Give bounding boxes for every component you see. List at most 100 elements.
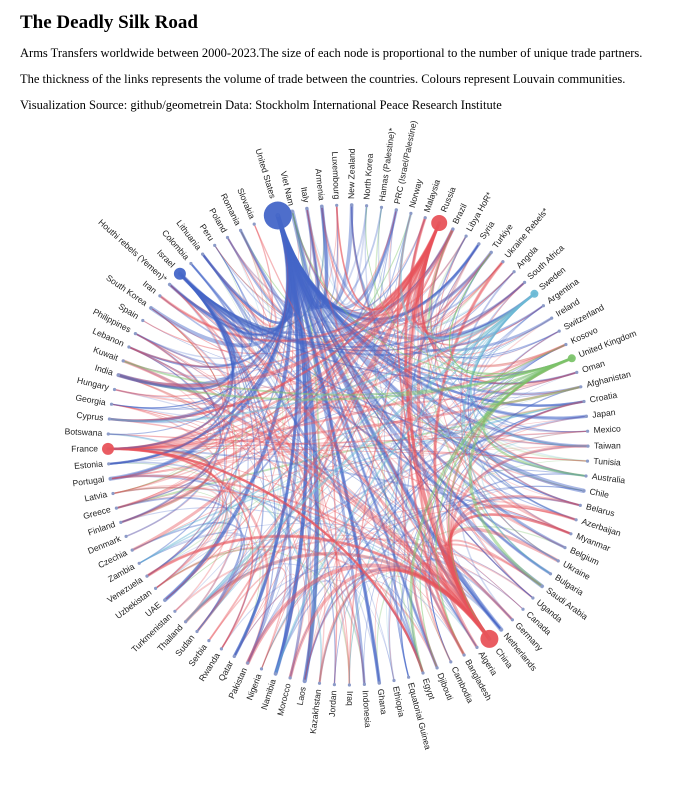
trade-link <box>429 558 502 648</box>
trade-link <box>138 293 536 565</box>
country-node <box>145 574 149 578</box>
country-node <box>582 489 586 493</box>
trade-link <box>481 430 589 549</box>
country-label: Portugal <box>72 474 105 488</box>
country-label: Latvia <box>83 489 108 503</box>
trade-link <box>116 445 589 509</box>
country-label: Viet Nam <box>279 170 297 207</box>
trade-link <box>276 214 439 670</box>
country-node <box>154 586 158 591</box>
trade-link <box>195 221 441 633</box>
trade-link <box>109 371 578 480</box>
trade-link <box>109 474 228 601</box>
country-label: Tunisia <box>593 456 621 468</box>
trade-link <box>404 221 455 318</box>
trade-link <box>320 205 536 339</box>
trade-link <box>275 203 354 309</box>
trade-link <box>145 534 491 641</box>
country-node <box>501 260 505 264</box>
country-node <box>569 532 573 536</box>
trade-link <box>117 374 491 640</box>
country-node <box>259 667 264 671</box>
country-node <box>462 653 466 657</box>
trade-link <box>291 210 467 317</box>
trade-link <box>275 213 504 632</box>
country-node <box>377 681 381 685</box>
country-node <box>575 370 579 374</box>
country-label: Kazakhstan <box>308 688 323 734</box>
trade-link <box>109 214 289 480</box>
trade-link <box>389 209 534 599</box>
country-label: Iran <box>141 279 159 296</box>
country-label: Indonesia <box>361 690 374 728</box>
country-node <box>320 204 324 208</box>
trade-link <box>291 210 321 682</box>
trade-link <box>421 222 578 385</box>
trade-link <box>335 204 441 311</box>
trade-link <box>131 521 246 633</box>
country-node <box>108 477 112 481</box>
country-label: North Korea <box>361 153 375 200</box>
country-node <box>335 203 339 207</box>
trade-link <box>110 415 587 480</box>
trade-link <box>202 253 502 631</box>
trade-link <box>348 222 440 686</box>
trade-link <box>138 214 290 564</box>
country-node <box>578 503 582 507</box>
trade-link <box>178 253 258 340</box>
country-label: United States <box>253 147 278 199</box>
trade-link <box>179 272 536 352</box>
trade-link <box>276 213 381 685</box>
trade-link <box>179 273 265 650</box>
trade-link <box>108 204 368 422</box>
trade-link <box>227 237 280 657</box>
trade-link <box>433 243 515 337</box>
country-node <box>163 598 167 602</box>
country-node <box>531 596 535 600</box>
trade-link <box>179 228 454 334</box>
trade-link <box>321 206 504 324</box>
trade-link <box>109 474 491 640</box>
trade-link <box>134 332 242 623</box>
trade-link <box>214 214 296 321</box>
country-node <box>563 546 567 550</box>
trade-link <box>277 214 560 359</box>
trade-link <box>112 212 412 495</box>
trade-link <box>159 222 440 342</box>
trade-link <box>112 487 261 657</box>
trade-link <box>131 400 585 551</box>
trade-link <box>122 360 503 631</box>
trade-link <box>448 495 582 641</box>
country-node <box>107 462 111 466</box>
trade-link <box>214 245 567 369</box>
trade-link <box>304 243 480 682</box>
country-node <box>124 534 128 539</box>
country-label: UAE <box>143 599 163 618</box>
trade-link <box>178 262 254 343</box>
trade-link <box>275 208 319 675</box>
trade-link <box>233 229 284 657</box>
country-node <box>421 671 425 675</box>
trade-link <box>159 222 440 342</box>
trade-link <box>168 283 566 549</box>
trade-link <box>384 213 412 678</box>
trade-link <box>116 213 291 388</box>
trade-link <box>274 485 585 675</box>
trade-link <box>155 535 242 612</box>
trade-link <box>173 537 534 613</box>
trade-link <box>413 222 504 328</box>
trade-link <box>276 214 366 686</box>
country-node <box>184 620 188 624</box>
trade-link <box>158 221 441 343</box>
country-label: Ethiopia <box>391 685 407 718</box>
trade-link <box>227 237 526 339</box>
trade-link <box>261 579 395 681</box>
trade-link <box>240 229 585 492</box>
country-node <box>303 679 307 683</box>
country-label: Kuwait <box>92 344 120 363</box>
trade-link <box>377 207 515 329</box>
trade-link <box>138 522 534 599</box>
trade-link <box>107 214 289 450</box>
country-node <box>127 345 131 349</box>
country-node <box>489 250 493 254</box>
